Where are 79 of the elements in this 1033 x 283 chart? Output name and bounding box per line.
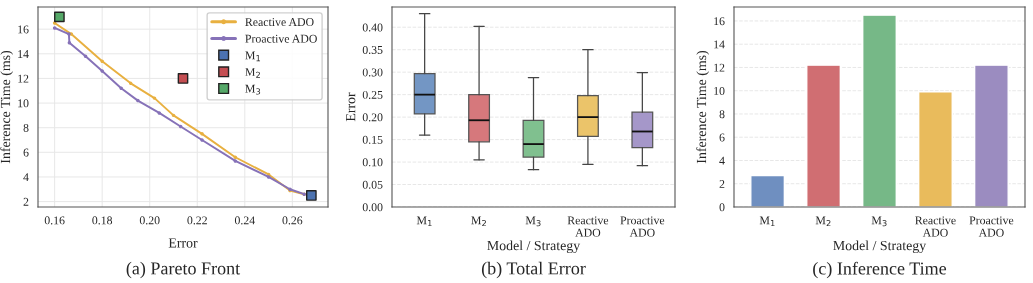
y-tick-label: 8 <box>23 123 29 132</box>
x-tick-label: M$_{3}$ <box>871 216 887 227</box>
point <box>233 159 238 163</box>
x-tick-label: 0.16 <box>44 216 65 225</box>
y-tick-label: 0.40 <box>362 23 383 32</box>
point <box>128 81 133 86</box>
bar <box>917 91 953 207</box>
y-tick-label: 6 <box>719 133 725 142</box>
y-tick-label: 10 <box>714 86 725 95</box>
bar <box>973 64 1009 207</box>
y-tick-label: 2 <box>23 197 29 206</box>
x-tick-label: 0.26 <box>282 216 303 225</box>
bar <box>750 174 786 207</box>
legend-label: Reactive ADO <box>245 18 314 27</box>
y-axis-title: Inference Time (ms) <box>696 50 709 164</box>
y-tick-label: 4 <box>719 156 725 165</box>
x-tick-label: Reactive ADO <box>915 216 956 237</box>
x-axis-title: Error <box>168 238 198 248</box>
x-tick-label: 0.20 <box>139 216 160 225</box>
point <box>54 11 65 23</box>
y-tick-label: 0.20 <box>362 113 383 122</box>
legend-label: M$_{2}$ <box>245 68 260 78</box>
point <box>67 40 72 45</box>
bar <box>862 14 897 207</box>
y-axis-title: Error <box>346 92 356 122</box>
y-tick-label: 8 <box>719 110 725 119</box>
text: (c) Inference Time <box>813 261 947 279</box>
y-tick-label: 16 <box>18 25 29 34</box>
x-tick-label: M$_{1}$ <box>759 216 775 227</box>
y-tick-label: 14 <box>18 50 29 58</box>
point <box>178 124 183 129</box>
legend-label: M$_{3}$ <box>245 84 261 95</box>
point <box>100 59 104 63</box>
y-tick-label: 0.10 <box>362 158 383 167</box>
y-tick-label: 0 <box>719 203 725 212</box>
text: (a) Pareto Front <box>126 261 241 279</box>
point <box>171 113 176 118</box>
legend-label: M$_{1}$ <box>245 51 261 62</box>
legend-label: Proactive ADO <box>245 34 317 43</box>
y-tick-label: 14 <box>714 40 725 49</box>
y-tick-label: 12 <box>18 74 29 83</box>
y-tick-label: 0.05 <box>362 180 383 189</box>
point <box>200 138 204 142</box>
x-tick-label: 0.22 <box>187 216 207 225</box>
point <box>52 26 57 30</box>
x-tick-label: Reactive ADO <box>567 216 609 237</box>
y-tick-label: 0.35 <box>362 45 383 54</box>
y-tick-label: 12 <box>714 63 725 72</box>
point <box>83 54 88 58</box>
y-tick-label: 0.00 <box>362 203 383 212</box>
x-tick-label: Proactive ADO <box>969 216 1014 237</box>
x-tick-label: M$_{1}$ <box>416 216 432 227</box>
y-tick-label: 4 <box>23 173 29 182</box>
x-tick-label: 0.18 <box>92 216 113 225</box>
x-tick-label: 0.24 <box>234 216 255 225</box>
x-axis-title: Model / Strategy <box>833 240 927 254</box>
point <box>119 86 123 91</box>
x-tick-label: M$_{2}$ <box>471 216 486 227</box>
y-tick-label: 0.25 <box>362 90 383 99</box>
point <box>152 96 157 100</box>
y-tick-label: 6 <box>23 148 29 157</box>
y-axis-title: Inference Time (ms) <box>0 50 13 164</box>
point <box>157 111 161 115</box>
x-axis-title: Model / Strategy <box>487 240 581 254</box>
y-tick-label: 0.15 <box>362 135 383 144</box>
y-tick-label: 16 <box>714 17 725 26</box>
point <box>177 73 189 84</box>
y-tick-label: 10 <box>18 99 29 108</box>
y-tick-label: 0.30 <box>362 68 383 77</box>
x-tick-label: Proactive ADO <box>620 216 665 237</box>
point <box>306 190 317 201</box>
text: (b) Total Error <box>481 261 586 279</box>
point <box>136 98 140 103</box>
y-tick-label: 2 <box>719 180 725 188</box>
x-tick-label: M$_{3}$ <box>525 216 541 227</box>
point <box>100 69 104 73</box>
bar <box>806 64 842 207</box>
point <box>200 132 204 136</box>
x-tick-label: M$_{2}$ <box>815 216 831 227</box>
